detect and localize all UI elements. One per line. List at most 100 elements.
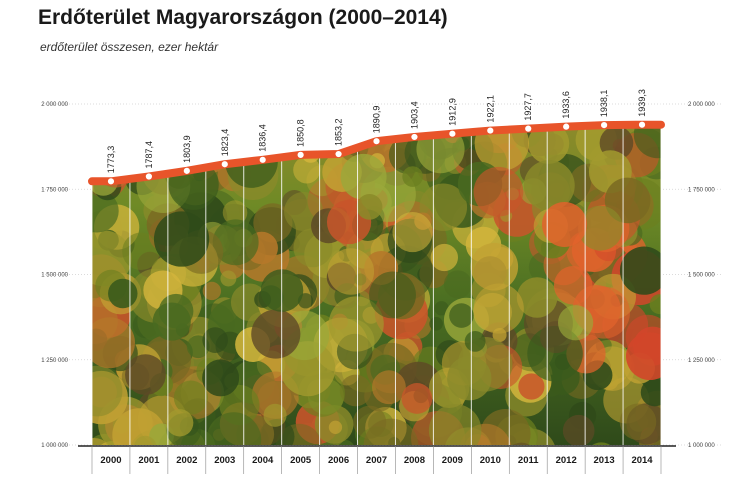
canopy-blob: [371, 370, 406, 405]
y-tick-label-right: 1 000 000: [688, 443, 715, 449]
canopy-blob: [626, 332, 661, 381]
y-tick-label-right: 2 000 000: [688, 102, 715, 108]
data-label: 1939,3: [637, 89, 647, 117]
canopy-blob: [165, 124, 219, 168]
canopy-blob: [206, 412, 262, 445]
chart-subtitle: erdőterület összesen, ezer hektár: [40, 40, 219, 54]
data-label: 1823,4: [220, 129, 230, 157]
canopy-blob: [222, 200, 248, 225]
y-tick-label-right: 1 500 000: [688, 273, 715, 279]
canopy-blob: [363, 418, 419, 445]
data-label: 1903,4: [409, 101, 419, 129]
canopy-blob: [202, 359, 240, 397]
canopy-blob: [430, 243, 458, 272]
canopy-blob: [202, 327, 228, 353]
canopy-blob: [293, 156, 321, 184]
y-tick-label-right: 1 250 000: [688, 358, 715, 364]
canopy-blob: [443, 270, 472, 299]
data-point: [487, 127, 494, 134]
canopy-blob: [153, 211, 210, 267]
canopy-blob: [166, 409, 194, 437]
canopy-blob: [92, 124, 107, 141]
canopy-blob: [402, 166, 423, 187]
canopy-blob: [523, 160, 575, 211]
data-point: [221, 161, 228, 168]
canopy-blob: [202, 281, 222, 301]
canopy-blob: [470, 242, 519, 291]
canopy-blob: [429, 317, 443, 331]
data-label: 1773,3: [106, 146, 116, 174]
data-label: 1922,1: [485, 95, 495, 123]
data-point: [411, 133, 418, 141]
canopy-blob: [649, 294, 661, 315]
data-point: [297, 151, 304, 158]
canopy-blob: [473, 283, 524, 334]
y-tick-label-left: 1 250 000: [41, 358, 68, 364]
canopy-blob: [449, 303, 474, 328]
canopy-blob: [428, 404, 482, 445]
canopy-blob: [92, 124, 146, 174]
x-tick-label: 2004: [252, 455, 274, 466]
data-label: 1890,9: [372, 106, 382, 134]
canopy-blob: [125, 354, 166, 396]
canopy-blob: [212, 219, 259, 266]
canopy-blob: [251, 309, 301, 359]
data-point: [373, 138, 380, 145]
y-tick-label-left: 2 000 000: [41, 102, 68, 108]
canopy-blob: [92, 124, 116, 150]
data-label: 1836,4: [258, 124, 268, 152]
canopy-blob: [328, 420, 343, 434]
canopy-blob: [392, 211, 433, 253]
canopy-blob: [619, 403, 657, 441]
canopy-blob: [541, 202, 587, 248]
canopy-blob: [152, 302, 191, 341]
y-tick-label-left: 1 000 000: [41, 443, 68, 449]
data-point: [145, 173, 152, 180]
canopy-blob: [334, 439, 355, 445]
data-label: 1933,6: [561, 91, 571, 119]
x-tick-label: 2013: [594, 455, 615, 466]
canopy-blob: [562, 414, 595, 445]
canopy-blob: [173, 380, 208, 415]
x-axis-band: [78, 446, 676, 474]
canopy-blob: [339, 374, 372, 407]
x-tick-label: 2000: [100, 455, 121, 466]
canopy-blob: [633, 124, 661, 159]
y-tick-label-right: 1 750 000: [688, 187, 715, 193]
canopy-blob: [419, 183, 468, 231]
canopy-blob: [92, 365, 123, 417]
canopy-blob: [122, 232, 160, 271]
canopy-blob: [369, 271, 416, 319]
data-point: [638, 121, 646, 128]
data-label: 1853,2: [334, 119, 344, 147]
x-tick-label: 2008: [404, 455, 425, 466]
x-tick-label: 2009: [442, 455, 463, 466]
data-point: [107, 178, 115, 185]
x-tick-label: 2007: [366, 455, 387, 466]
data-label: 1787,4: [144, 141, 154, 169]
canopy-blob: [557, 305, 594, 341]
canopy-blob: [92, 317, 135, 369]
x-tick-label: 2014: [631, 455, 653, 466]
x-tick-label: 2001: [138, 455, 160, 466]
x-tick-label: 2003: [214, 455, 235, 466]
canopy-blob: [220, 270, 237, 287]
canopy-blob: [263, 403, 287, 427]
canopy-blob: [356, 193, 383, 220]
chart-title: Erdőterület Magyarországon (2000–2014): [38, 6, 448, 29]
canopy-blob: [327, 248, 375, 295]
canopy-blob: [473, 166, 524, 217]
canopy-blob: [578, 205, 623, 251]
data-point: [525, 125, 532, 132]
x-tick-label: 2006: [328, 455, 349, 466]
x-tick-label: 2010: [480, 455, 501, 466]
data-point: [449, 130, 456, 137]
canopy-blob: [108, 278, 138, 309]
data-label: 1938,1: [599, 90, 609, 118]
data-label: 1803,9: [182, 135, 192, 163]
canopy-blob: [619, 246, 661, 295]
canopy-blob: [434, 301, 449, 316]
canopy-blob: [133, 435, 157, 445]
x-tick-label: 2002: [176, 455, 197, 466]
